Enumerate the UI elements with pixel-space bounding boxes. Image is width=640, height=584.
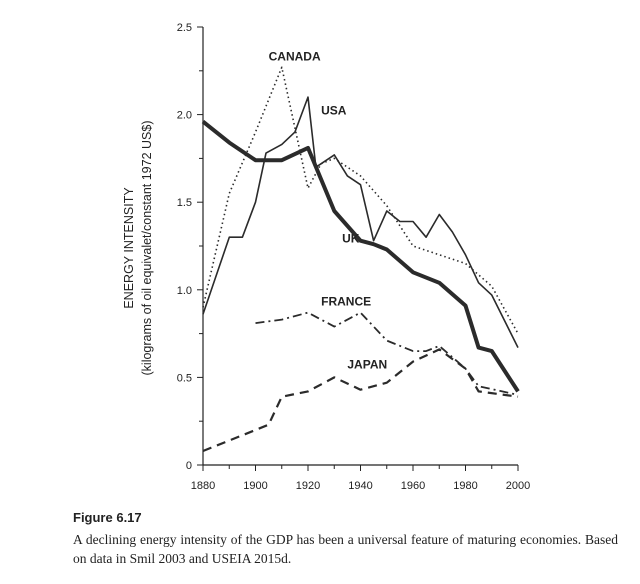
x-tick-label: 1920 — [296, 480, 320, 492]
series-lines — [201, 66, 520, 453]
x-tick-label: 2000 — [506, 480, 530, 492]
caption-text: A declining energy intensity of the GDP … — [73, 532, 618, 566]
series-label-france: FRANCE — [321, 295, 371, 309]
series-line-usa — [202, 96, 519, 348]
y-tick-label: 0.5 — [177, 372, 192, 384]
y-tick-label: 2.5 — [177, 22, 192, 34]
series-label-uk: UK — [342, 231, 360, 245]
series-line-france — [255, 311, 519, 396]
series-label-japan: JAPAN — [347, 358, 387, 372]
x-tick-label: 1960 — [401, 480, 425, 492]
tick-labels: 1880 1900 1920 1940 1960 1980 2000 0 0.5 1.0 1.5 2.… — [177, 22, 531, 492]
series-labels: CANADA USA UK FRANCE JAPAN — [269, 49, 388, 371]
y-tick-label: 1.5 — [177, 197, 192, 209]
energy-intensity-chart: 1880 1900 1920 1940 1960 1980 2000 0 0.5 1.0 1.5 2.… — [122, 22, 531, 492]
series-label-canada: CANADA — [269, 49, 321, 63]
series-line-uk — [201, 120, 520, 393]
axes — [202, 27, 518, 466]
y-axis-title: ENERGY INTENSITY — [122, 187, 136, 309]
x-tick-label: 1900 — [243, 480, 267, 492]
x-tick-label: 1980 — [453, 480, 477, 492]
caption-label: Figure 6.17 — [73, 510, 142, 525]
x-tick-label: 1880 — [191, 480, 215, 492]
y-axis-subtitle: (kilograms of oil equivalet/constant 197… — [140, 121, 154, 376]
x-tick-label: 1940 — [348, 480, 372, 492]
y-tick-label: 2.0 — [177, 110, 192, 122]
y-tick-label: 0 — [186, 460, 192, 472]
series-line-japan — [202, 348, 519, 453]
figure-caption: Figure 6.17 A declining energy intensity… — [73, 510, 618, 568]
y-tick-label: 1.0 — [177, 285, 192, 297]
series-label-usa: USA — [321, 104, 347, 118]
